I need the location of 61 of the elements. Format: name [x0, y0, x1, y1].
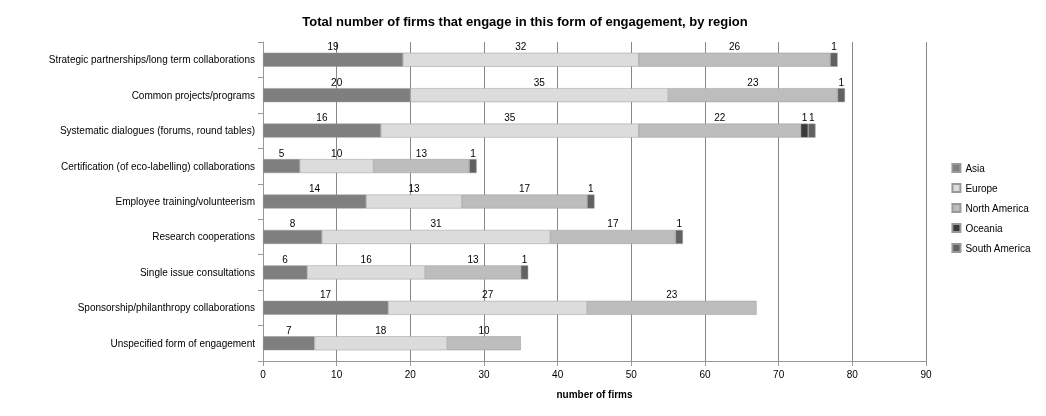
data-label: 8 — [289, 218, 296, 230]
data-label: 35 — [504, 112, 516, 124]
data-label: 13 — [415, 147, 428, 159]
data-label: 26 — [728, 41, 741, 53]
data-label: 18 — [375, 324, 387, 336]
data-label: 19 — [327, 41, 339, 53]
data-label: 16 — [360, 253, 373, 265]
data-label: 1 — [838, 76, 845, 88]
data-label: 1 — [676, 218, 683, 230]
data-label: 17 — [320, 289, 332, 301]
data-label: 20 — [331, 76, 343, 88]
legend-label: Asia — [965, 162, 986, 174]
data-label: 1 — [470, 147, 477, 159]
legend-label: Europe — [965, 182, 999, 194]
data-label: 23 — [747, 76, 759, 88]
data-label: 1 — [801, 112, 808, 124]
x-tick-label: 90 — [920, 368, 932, 380]
data-label: 1 — [831, 41, 838, 53]
data-label: 23 — [666, 289, 678, 301]
x-tick-label: 20 — [404, 368, 417, 380]
data-label: 10 — [331, 147, 343, 159]
data-label: 10 — [478, 324, 490, 336]
y-tick-label: Strategic partnerships/long term collaborations — [48, 54, 255, 66]
x-tick-label: 10 — [331, 368, 343, 380]
y-tick-label: Single issue consultations — [139, 266, 255, 278]
y-tick-label: Sponsorship/philanthropy collaborations — [77, 302, 255, 314]
data-label: 27 — [482, 289, 494, 301]
data-label: 6 — [282, 253, 289, 265]
data-label: 16 — [316, 112, 328, 124]
legend-label: Oceania — [965, 222, 1004, 234]
data-label: 5 — [278, 147, 285, 159]
data-label: 13 — [467, 253, 479, 265]
legend-label: North America — [965, 202, 1030, 214]
x-tick-label: 0 — [260, 368, 267, 380]
data-label: 35 — [533, 76, 546, 88]
chart-title: Total number of firms that engage in this form of engagement, by region — [302, 14, 748, 29]
data-label: 7 — [286, 324, 292, 336]
x-tick-label: 50 — [625, 368, 638, 380]
x-tick-label: 70 — [773, 368, 785, 380]
legend-label: South America — [965, 242, 1031, 254]
y-tick-label: Employee training/volunteerism — [115, 196, 255, 207]
data-label: 31 — [430, 218, 443, 230]
data-label: 1 — [588, 183, 595, 194]
data-label: 22 — [714, 112, 726, 124]
y-tick-label: Unspecified form of engagement — [110, 337, 256, 349]
x-tick-label: 40 — [552, 368, 564, 380]
x-tick-label: 30 — [478, 368, 490, 380]
data-label: 13 — [408, 183, 421, 194]
x-tick-label: 60 — [699, 368, 711, 380]
data-label: 1 — [521, 253, 528, 265]
x-axis-title: number of firms — [556, 388, 633, 400]
data-label: 14 — [309, 183, 321, 194]
data-label: 17 — [518, 183, 531, 194]
data-label: 17 — [607, 218, 619, 230]
y-tick-label: Certification (of eco-labelling) collaborations — [61, 160, 255, 172]
data-label: 32 — [515, 41, 527, 53]
x-tick-label: 80 — [846, 368, 859, 380]
y-tick-label: Systematic dialogues (forums, round tables) — [59, 125, 255, 137]
y-tick-label: Common projects/programs — [131, 89, 255, 101]
data-label: 1 — [809, 112, 816, 124]
y-tick-label: Research cooperations — [152, 231, 255, 243]
